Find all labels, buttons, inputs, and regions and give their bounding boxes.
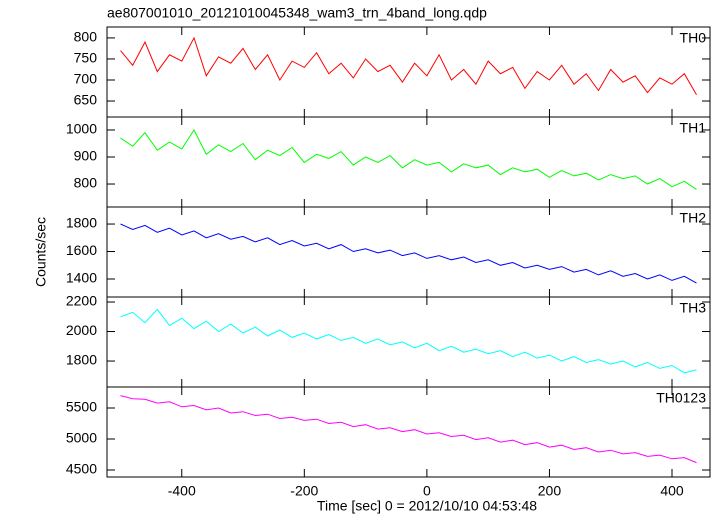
panel-label: TH2 [680,210,707,226]
panel-frame [106,296,711,388]
y-tick-label: 700 [74,71,98,87]
x-tick-label: 0 [423,483,431,499]
panel-frame [106,386,711,478]
y-tick-label: 650 [74,92,98,108]
y-tick-label: 900 [74,148,98,164]
y-tick-label: 800 [74,29,98,45]
x-tick-label: 400 [660,483,684,499]
panel-frame [106,206,711,298]
y-tick-label: 2200 [66,293,97,309]
x-tick-label: 200 [538,483,562,499]
y-tick-label: 1000 [66,121,97,137]
series-line [120,36,697,95]
y-tick-label: 800 [74,175,98,191]
x-tick-label: -400 [168,483,196,499]
series-line [120,223,697,284]
panel-label: TH3 [680,300,707,316]
chart-title: ae807001010_20121010045348_wam3_trn_4ban… [107,5,487,21]
y-tick-label: 4500 [66,461,97,477]
y-tick-label: 750 [74,50,98,66]
y-tick-label: 1800 [66,215,97,231]
panel-frame [106,116,711,208]
panel-label: TH0123 [656,390,706,406]
series-line [120,128,697,190]
y-tick-label: 5000 [66,430,97,446]
y-tick-label: 1600 [66,242,97,258]
series-line [120,395,697,464]
y-axis-label: Counts/sec [33,217,49,287]
x-axis-label: Time [sec] 0 = 2012/10/10 04:53:48 [317,498,537,514]
panel-label: TH1 [680,120,707,136]
y-tick-label: 5500 [66,399,97,415]
x-tick-label: -200 [290,483,318,499]
y-tick-label: 2000 [66,322,97,338]
y-tick-label: 1400 [66,270,97,286]
panel-label: TH0 [680,30,707,46]
series-line [120,308,697,374]
y-tick-label: 1800 [66,352,97,368]
